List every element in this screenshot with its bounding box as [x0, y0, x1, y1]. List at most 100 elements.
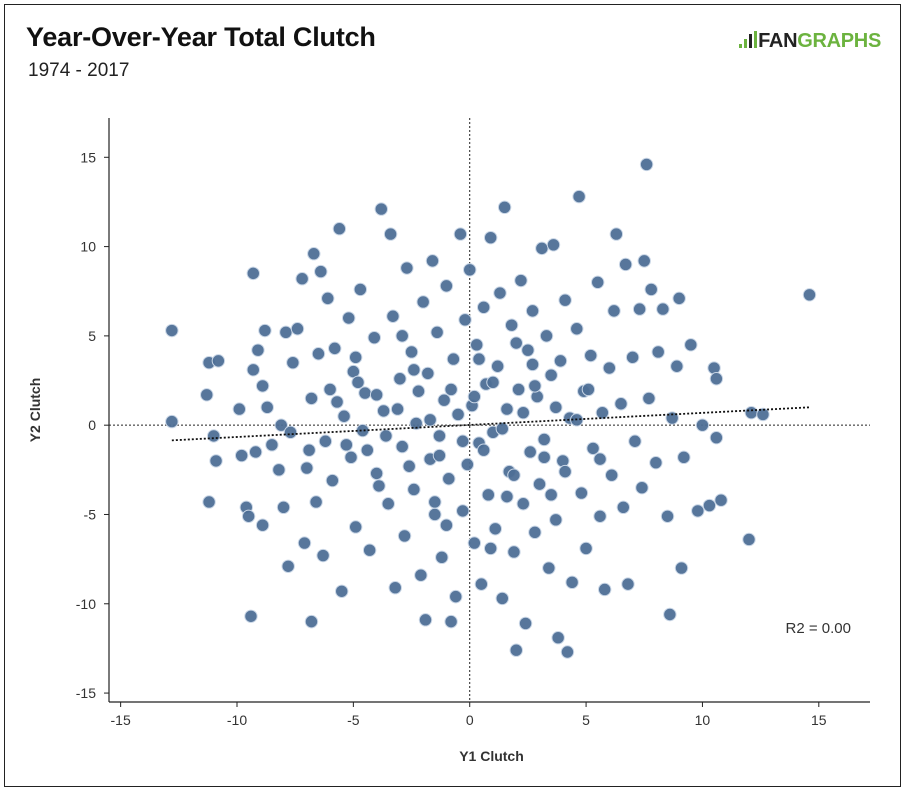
r-squared-annotation: R2 = 0.00: [786, 620, 851, 637]
scatter-point: [500, 402, 514, 416]
scatter-point: [535, 241, 549, 256]
scatter-point: [435, 550, 449, 565]
scatter-point: [604, 468, 619, 482]
scatter-point: [542, 561, 556, 575]
scatter-point: [332, 222, 347, 236]
scatter-point: [663, 607, 677, 622]
fangraphs-logo-suffix: GRAPHS: [797, 30, 881, 52]
fangraphs-logo-prefix: FAN: [758, 30, 798, 52]
scatter-point: [546, 238, 561, 252]
x-tick-label: 10: [695, 712, 711, 728]
scatter-point: [246, 363, 260, 377]
scatter-point: [670, 359, 684, 373]
scatter-point: [709, 372, 724, 386]
scatter-point: [544, 368, 558, 382]
scatter-point: [572, 189, 586, 204]
scatter-point: [248, 445, 263, 459]
scatter-point: [639, 157, 654, 172]
scatter-point: [472, 352, 486, 366]
scatter-point: [677, 450, 691, 465]
scatter-point: [481, 488, 496, 502]
scatter-point: [311, 347, 326, 361]
x-tick-label: 0: [466, 712, 474, 728]
y-tick-label: -15: [76, 685, 96, 701]
scatter-point: [432, 429, 447, 443]
scatter-point: [656, 302, 670, 316]
y-tick-label: -10: [76, 596, 96, 612]
scatter-point: [407, 363, 421, 377]
scatter-point: [395, 329, 409, 343]
scatter-point: [369, 466, 384, 481]
scatter-point: [304, 614, 319, 629]
scatter-point: [374, 202, 388, 216]
fangraphs-logo-icon: [739, 31, 758, 55]
scatter-point: [525, 357, 540, 372]
scatter-point: [323, 382, 337, 397]
scatter-point: [532, 477, 547, 491]
scatter-point: [742, 532, 756, 547]
scatter-point: [442, 472, 456, 486]
scatter-point: [539, 329, 554, 343]
scatter-point: [255, 518, 270, 532]
scatter-point: [456, 504, 470, 518]
scatter-point: [593, 509, 607, 523]
scatter-point: [644, 282, 658, 297]
scatter-point: [279, 325, 293, 340]
scatter-point: [597, 582, 612, 597]
scatter-point: [560, 645, 575, 659]
scatter-point: [376, 404, 391, 418]
scatter-point: [358, 386, 372, 400]
scatter-point: [416, 295, 430, 309]
scatter-point: [595, 405, 610, 420]
scatter-point: [425, 254, 440, 268]
scatter-point: [437, 393, 451, 407]
scatter-point: [614, 397, 628, 411]
scatter-point: [265, 438, 279, 452]
scatter-point: [295, 272, 309, 286]
scatter-point: [407, 482, 421, 497]
scatter-point: [625, 350, 640, 365]
scatter-point: [246, 266, 260, 281]
fangraphs-logo: FANGRAPHS: [739, 30, 881, 55]
scatter-point: [307, 247, 321, 261]
scatter-point: [621, 577, 635, 591]
scatter-point: [321, 291, 335, 306]
scatter-point: [330, 395, 344, 409]
scatter-point: [300, 461, 314, 475]
scatter-point: [490, 359, 505, 373]
scatter-point: [355, 423, 370, 438]
scatter-point: [802, 288, 817, 302]
scatter-point: [695, 418, 710, 432]
scatter-point: [309, 495, 323, 509]
scatter-point: [409, 416, 423, 431]
y-axis-label: Y2 Clutch: [27, 378, 43, 443]
scatter-point: [493, 286, 507, 300]
scatter-point: [395, 439, 409, 454]
scatter-point: [369, 388, 384, 402]
scatter-point: [414, 568, 428, 582]
scatter-point: [400, 261, 414, 275]
scatter-point: [316, 548, 330, 563]
scatter-point: [537, 432, 551, 447]
scatter-point: [260, 400, 274, 415]
scatter-point: [428, 495, 442, 509]
scatter-point: [428, 507, 442, 522]
scatter-point: [281, 559, 295, 573]
scatter-point: [423, 413, 437, 427]
scatter-point: [574, 486, 589, 500]
scatter-point: [521, 343, 535, 357]
scatter-point: [202, 495, 216, 509]
scatter-point: [584, 348, 598, 363]
scatter-point: [390, 402, 405, 416]
scatter-point: [618, 257, 633, 272]
scatter-point: [451, 407, 465, 422]
scatter-point: [411, 384, 426, 398]
scatter-point: [516, 497, 530, 511]
scatter-point: [283, 425, 298, 440]
scatter-point: [570, 322, 584, 336]
scatter-point: [674, 561, 689, 575]
scatter-point: [553, 354, 568, 368]
scatter-point: [388, 581, 402, 595]
scatter-point: [241, 509, 256, 523]
scatter-point: [362, 543, 377, 557]
